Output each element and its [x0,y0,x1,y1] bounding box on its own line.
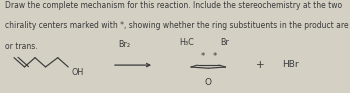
Text: HBr: HBr [282,60,299,69]
Text: O: O [205,78,212,86]
Text: Br₂: Br₂ [118,40,130,49]
Text: H₃C: H₃C [179,38,194,47]
Text: Br: Br [221,38,230,47]
Text: +: + [257,60,265,70]
Text: chirality centers marked with *, showing whether the ring substituents in the pr: chirality centers marked with *, showing… [5,21,350,30]
Text: or trans.: or trans. [5,42,38,51]
Text: OH: OH [72,68,84,77]
Text: Draw the complete mechanism for this reaction. Include the stereochemistry at th: Draw the complete mechanism for this rea… [5,1,342,10]
Text: *: * [213,52,217,61]
Text: *: * [200,52,205,61]
